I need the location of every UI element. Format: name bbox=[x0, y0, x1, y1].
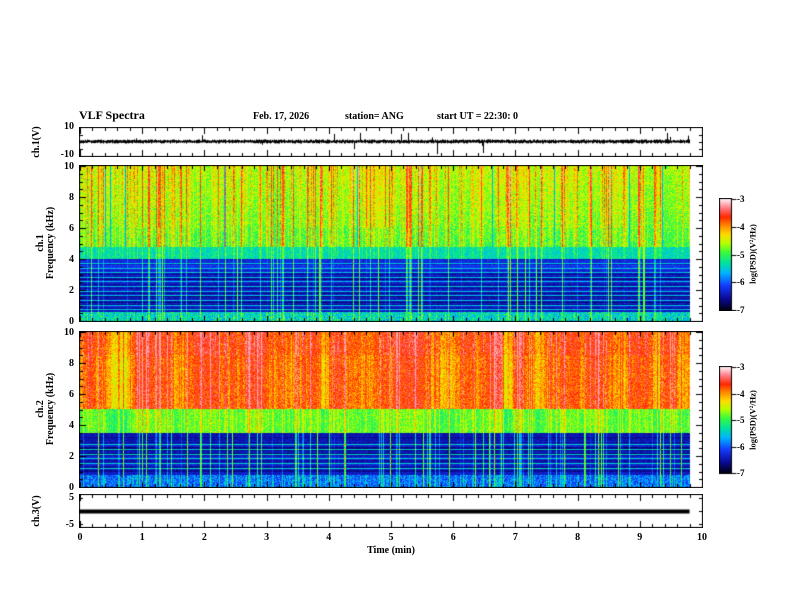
ch1-freq-tick-label: 0 bbox=[69, 315, 74, 327]
colorbar1-tick-label: -6 bbox=[737, 277, 745, 288]
time-tick-label: 4 bbox=[326, 532, 332, 543]
plot-title: VLF Spectra bbox=[79, 108, 145, 122]
colorbar2-tick-label: -3 bbox=[737, 362, 745, 372]
time-tick-label: 0 bbox=[77, 532, 83, 543]
ch1-freq-tick-label: 8 bbox=[69, 191, 74, 203]
ch1-frequency-axis-label: ch.1 Frequency (kHz) bbox=[35, 206, 56, 280]
colorbar1-tick-label: -3 bbox=[737, 194, 745, 204]
ch2-frequency-unit-label: Frequency (kHz) bbox=[45, 372, 56, 446]
colorbar2-tick-label: -6 bbox=[737, 441, 745, 452]
ch1-waveform-panel bbox=[79, 127, 703, 157]
ch1-ymax-label: 10 bbox=[64, 121, 74, 132]
ch3-waveform-panel bbox=[79, 494, 703, 528]
ch2-colorbar bbox=[719, 366, 739, 475]
time-tick-label: 7 bbox=[512, 532, 518, 543]
time-tick-label: 8 bbox=[575, 532, 581, 543]
ch1-freq-tick-label: 4 bbox=[69, 253, 74, 265]
ch1-freq-tick-label: 10 bbox=[64, 160, 74, 172]
colorbar1-psd-label: log(PSD)(V²/Hz) bbox=[747, 224, 758, 284]
ch2-freq-tick-label: 8 bbox=[69, 357, 74, 369]
colorbar2-psd-label: log(PSD)(V²/Hz) bbox=[747, 390, 758, 450]
colorbar1-tick-label: -5 bbox=[737, 249, 745, 260]
ch1-freq-tick-label: 6 bbox=[69, 222, 74, 234]
start-ut-label: start UT = 22:30: 0 bbox=[437, 111, 519, 122]
time-tick-label: 9 bbox=[637, 532, 643, 543]
time-tick-label: 3 bbox=[264, 532, 270, 543]
ch1-frequency-unit-label: Frequency (kHz) bbox=[45, 206, 56, 280]
ch3-ymax-label: 5 bbox=[69, 492, 74, 503]
plot-date: Feb. 17, 2026 bbox=[253, 111, 310, 122]
ch2-freq-tick-label: 10 bbox=[64, 326, 74, 338]
colorbar1-tick-label: -4 bbox=[737, 221, 745, 232]
ch1-spectrogram-panel bbox=[79, 165, 703, 322]
ch1-ymin-label: -10 bbox=[60, 149, 74, 160]
ch2-freq-tick-label: 6 bbox=[69, 388, 74, 400]
time-tick-label: 2 bbox=[201, 532, 207, 543]
ch3-ymin-label: -5 bbox=[65, 519, 74, 530]
colorbar2-tick-label: -4 bbox=[737, 388, 745, 399]
time-tick-label: 10 bbox=[697, 532, 707, 543]
ch2-spectrogram-panel bbox=[79, 331, 703, 488]
ch2-freq-tick-label: 0 bbox=[69, 481, 74, 493]
station-label: station= ANG bbox=[345, 111, 404, 122]
ch1-freq-tick-label: 2 bbox=[69, 284, 74, 296]
ch2-freq-tick-label: 4 bbox=[69, 419, 74, 431]
time-tick-label: 5 bbox=[388, 532, 394, 543]
time-tick-label: 1 bbox=[139, 532, 145, 543]
colorbar2-tick-label: -5 bbox=[737, 415, 745, 425]
colorbar1-tick-label: -7 bbox=[737, 305, 745, 315]
ch2-freq-tick-label: 2 bbox=[69, 450, 74, 462]
ch1-colorbar bbox=[719, 198, 739, 311]
time-axis-label: Time (min) bbox=[367, 545, 415, 556]
time-tick-label: 6 bbox=[450, 532, 456, 543]
ch3-voltage-axis-label: ch.3(V) bbox=[31, 495, 42, 527]
colorbar2-tick-label: -7 bbox=[737, 468, 745, 478]
ch2-frequency-axis-label: ch.2 Frequency (kHz) bbox=[35, 372, 56, 446]
ch1-voltage-axis-label: ch.1(V) bbox=[31, 126, 42, 158]
